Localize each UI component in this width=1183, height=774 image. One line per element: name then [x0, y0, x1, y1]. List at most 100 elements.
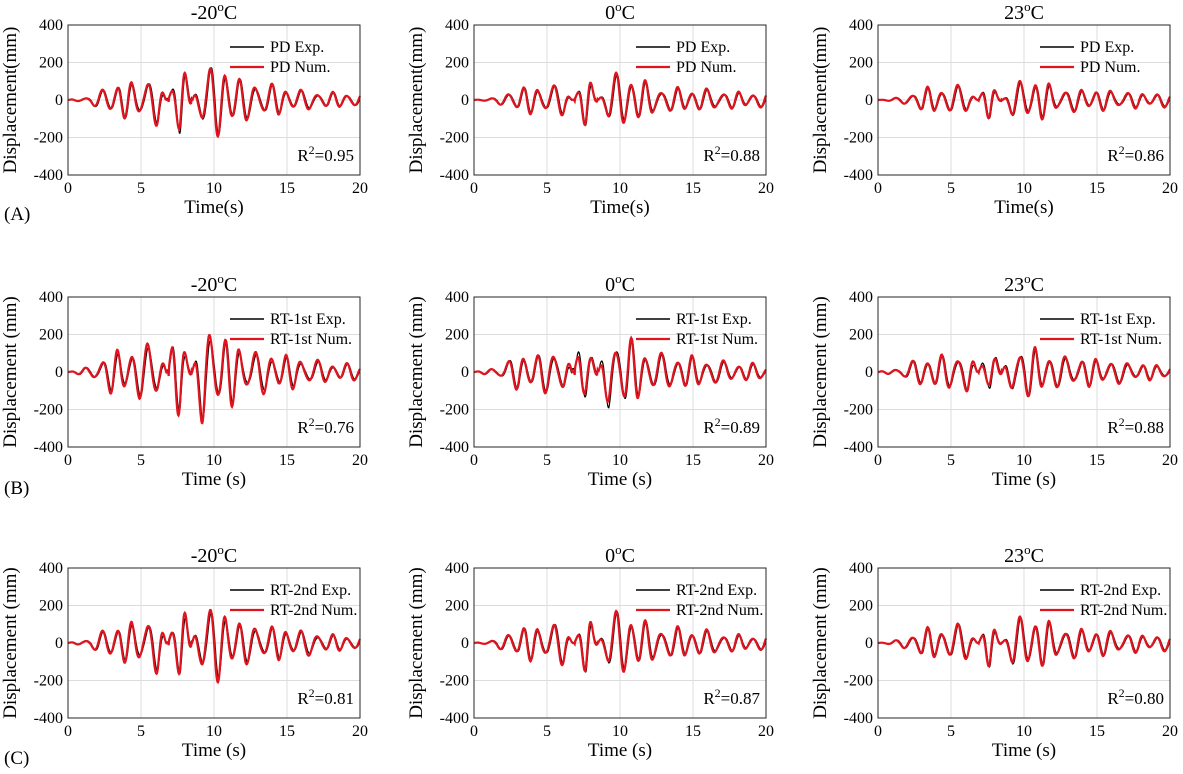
chart-1-2-xtick-1: 5 [947, 452, 955, 469]
chart-0-1-xlabel: Time(s) [590, 197, 649, 218]
chart-0-2-xtick-0: 0 [874, 180, 882, 197]
chart-0-1-xtick-3: 15 [685, 180, 701, 197]
chart-1-1-xtick-2: 10 [612, 452, 628, 469]
chart-1-1-xtick-3: 15 [685, 452, 701, 469]
chart-1-2-ylabel: Displacement (mm) [810, 296, 831, 447]
chart-1-0-ytick-3: 200 [39, 327, 63, 344]
chart-1-1-xtick-4: 20 [758, 452, 774, 469]
chart-0-0-xtick-3: 15 [279, 180, 295, 197]
chart-2-1-xtick-1: 5 [543, 723, 551, 740]
chart-0-0-legend-label-0: PD Exp. [270, 39, 324, 56]
chart-2-1-ytick-3: 200 [445, 598, 469, 615]
chart-1-0-xtick-1: 5 [137, 452, 145, 469]
chart-0-1-xtick-2: 10 [612, 180, 628, 197]
chart-0-0-xtick-0: 0 [64, 180, 72, 197]
chart-1-0: 0 5 10 15 20 -400 -200 0 200 400 -20oC Time (s) Disp… [0, 271, 368, 490]
chart-1-1-axes-box [473, 296, 767, 448]
chart-2-0-xtick-3: 15 [279, 723, 295, 740]
chart-0-2-ytick-4: 400 [849, 17, 873, 34]
chart-2-2-series-1 [878, 615, 1172, 668]
chart-1-0-legend-label-1: RT-1st Num. [270, 331, 352, 348]
chart-0-1-axes-box [473, 24, 767, 176]
chart-0-1-series-1 [474, 71, 768, 127]
chart-0-2-ylabel: Displacement(mm) [810, 27, 831, 174]
chart-2-2-ylabel: Displacement (mm) [810, 567, 831, 718]
chart-2-2-ytick-2: 0 [865, 635, 873, 652]
chart-1-2-xtick-2: 10 [1016, 452, 1032, 469]
chart-2-0-xtick-0: 0 [64, 723, 72, 740]
chart-1-0-ytick-1: -200 [34, 402, 63, 419]
chart-2-1-xlabel: Time (s) [588, 740, 652, 761]
chart-1-2-ytick-4: 400 [849, 289, 873, 306]
chart-1-2-legend-label-1: RT-1st Num. [1080, 331, 1162, 348]
chart-2-1-title: 0oC [605, 542, 635, 567]
chart-1-0-series-1 [68, 333, 361, 425]
chart-1-0-axes-box [67, 296, 361, 448]
chart-0-0-legend-label-1: PD Num. [270, 59, 330, 76]
chart-2-2-xtick-3: 15 [1089, 723, 1105, 740]
chart-2-0-axes-box [67, 567, 361, 719]
chart-1-2-axes-box [877, 296, 1171, 448]
chart-0-1-xtick-0: 0 [470, 180, 478, 197]
chart-1-0-xlabel: Time (s) [182, 469, 246, 490]
chart-1-1-legend-label-0: RT-1st Exp. [676, 311, 752, 328]
chart-0-2-xlabel: Time(s) [994, 197, 1053, 218]
chart-0-0-title: -20oC [191, 0, 238, 24]
row-label-a: (A) [4, 204, 30, 225]
chart-2-2-ytick-3: 200 [849, 598, 873, 615]
chart-0-1-ytick-0: -400 [440, 167, 469, 184]
chart-2-1-xtick-3: 15 [685, 723, 701, 740]
chart-1-0-ylabel: Displacement (mm) [0, 296, 21, 447]
chart-1-0-ytick-2: 0 [55, 364, 63, 381]
chart-0-2-xtick-2: 10 [1016, 180, 1032, 197]
chart-1-2-ytick-0: -400 [844, 439, 873, 456]
chart-0-2-ytick-1: -200 [844, 130, 873, 147]
chart-1-2-legend-label-0: RT-1st Exp. [1080, 311, 1156, 328]
chart-0-1-title: 0oC [605, 0, 635, 24]
chart-0-1-ytick-2: 0 [461, 92, 469, 109]
chart-2-1-ylabel: Displacement (mm) [406, 567, 427, 718]
chart-2-1-ytick-1: -200 [440, 673, 469, 690]
chart-2-0-series-1 [67, 608, 362, 685]
chart-0-0-axes-box [67, 24, 361, 176]
chart-2-2-legend-label-1: RT-2nd Num. [1080, 602, 1167, 619]
chart-1-2-series-1 [878, 345, 1171, 398]
chart-2-2-legend-label-0: RT-2nd Exp. [1080, 582, 1161, 599]
chart-0-2-ytick-3: 200 [849, 55, 873, 72]
chart-1-2: 0 5 10 15 20 -400 -200 0 200 400 23oC Time (s) Displ… [810, 271, 1178, 490]
chart-2-0-title: -20oC [191, 542, 238, 567]
row-label-b: (B) [4, 478, 29, 499]
chart-2-0-xtick-4: 20 [352, 723, 368, 740]
chart-1-1-xtick-0: 0 [470, 452, 478, 469]
chart-1-1-ylabel: Displacement (mm) [406, 296, 427, 447]
chart-0-0-xlabel: Time(s) [184, 197, 243, 218]
chart-1-0-xtick-2: 10 [206, 452, 222, 469]
panels: 0 5 10 15 20-400-2000200400-20oCTime(s)Displ… [0, 0, 1178, 761]
chart-2-2-ytick-4: 400 [849, 560, 873, 577]
chart-0-2-xtick-4: 20 [1162, 180, 1178, 197]
chart-0-0-ytick-4: 400 [39, 17, 63, 34]
chart-2-0-ytick-2: 0 [55, 635, 63, 652]
chart-1-2-title: 23oC [1004, 271, 1044, 296]
chart-0-0-ytick-3: 200 [39, 55, 63, 72]
chart-0-2-xtick-1: 5 [947, 180, 955, 197]
chart-1-1-xtick-1: 5 [543, 452, 551, 469]
chart-0-0-xtick-2: 10 [206, 180, 222, 197]
chart-0-0-ytick-0: -400 [34, 167, 63, 184]
chart-0-1-xtick-4: 20 [758, 180, 774, 197]
chart-0-1-legend-label-0: PD Exp. [676, 39, 730, 56]
chart-2-0: 0 5 10 15 20 -400 -200 0 200 400 -20oC Time (s) Disp… [0, 542, 368, 761]
chart-0-2-title: 23oC [1004, 0, 1044, 24]
chart-2-2-ytick-0: -400 [844, 710, 873, 727]
chart-2-0-ytick-3: 200 [39, 598, 63, 615]
chart-1-0-ytick-0: -400 [34, 439, 63, 456]
chart-2-0-xtick-1: 5 [137, 723, 145, 740]
chart-1-0-ytick-4: 400 [39, 289, 63, 306]
chart-2-1-axes-box [473, 567, 767, 719]
chart-1-0-xtick-3: 15 [279, 452, 295, 469]
chart-0-2: 0 5 10 15 20 -400 -200 0 200 400 23oC Time(s) Displa… [810, 0, 1178, 218]
chart-0-2-ytick-2: 0 [865, 92, 873, 109]
chart-1-1: 0 5 10 15 20 -400 -200 0 200 400 0oC Time (s) Displa… [406, 271, 774, 490]
chart-2-0-xtick-2: 10 [206, 723, 222, 740]
